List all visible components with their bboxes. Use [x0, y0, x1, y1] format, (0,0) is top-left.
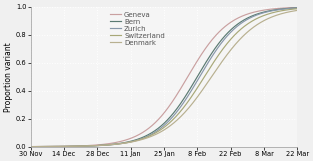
Legend: Geneva, Bern, Zurich, Switzerland, Denmark: Geneva, Bern, Zurich, Switzerland, Denma…: [109, 10, 166, 47]
Denmark: [29, 146, 33, 148]
Zurich: [229, 31, 233, 33]
Switzerland: [207, 69, 211, 71]
Switzerland: [149, 134, 153, 136]
Geneva: [97, 144, 101, 146]
Denmark: [229, 48, 233, 50]
Line: Denmark: Denmark: [31, 10, 297, 147]
Y-axis label: Proportion variant: Proportion variant: [4, 42, 13, 112]
Geneva: [149, 125, 153, 127]
Bern: [149, 132, 153, 134]
Denmark: [295, 9, 299, 11]
Bern: [186, 91, 190, 93]
Bern: [76, 145, 80, 147]
Switzerland: [186, 101, 190, 103]
Zurich: [295, 7, 299, 9]
Denmark: [207, 80, 211, 82]
Zurich: [29, 146, 33, 148]
Bern: [97, 144, 101, 146]
Switzerland: [229, 38, 233, 39]
Zurich: [186, 95, 190, 97]
Denmark: [149, 135, 153, 137]
Switzerland: [29, 146, 33, 148]
Geneva: [295, 6, 299, 8]
Bern: [207, 57, 211, 59]
Bern: [29, 146, 33, 148]
Switzerland: [295, 8, 299, 10]
Zurich: [149, 133, 153, 135]
Switzerland: [97, 145, 101, 147]
Switzerland: [76, 145, 80, 147]
Line: Geneva: Geneva: [31, 7, 297, 147]
Line: Zurich: Zurich: [31, 8, 297, 147]
Denmark: [76, 145, 80, 147]
Denmark: [97, 144, 101, 146]
Geneva: [76, 145, 80, 147]
Line: Bern: Bern: [31, 8, 297, 147]
Geneva: [186, 76, 190, 78]
Zurich: [207, 61, 211, 63]
Denmark: [186, 108, 190, 110]
Geneva: [229, 21, 233, 23]
Line: Switzerland: Switzerland: [31, 9, 297, 147]
Bern: [295, 7, 299, 9]
Zurich: [97, 145, 101, 147]
Bern: [229, 28, 233, 30]
Zurich: [76, 145, 80, 147]
Geneva: [207, 43, 211, 45]
Geneva: [29, 146, 33, 148]
